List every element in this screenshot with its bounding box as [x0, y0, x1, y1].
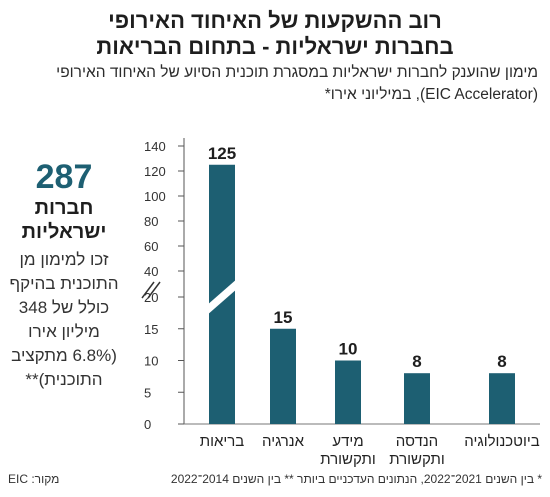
- bar-break-gap: [206, 278, 238, 316]
- side-text-line: כולל של 348: [18, 298, 110, 317]
- bar-value-label: 8: [497, 352, 506, 371]
- side-text-line: (6.8% מתקציב: [11, 346, 117, 365]
- bar-value-label: 125: [208, 144, 236, 163]
- side-description: זכו למימון מן התוכנית בהיקף כולל של 348 …: [4, 248, 124, 392]
- y-tick-label: 80: [144, 214, 158, 229]
- y-tick-label: 60: [144, 239, 158, 254]
- side-text-line: מיליון אירו: [28, 322, 100, 341]
- y-tick-label: 100: [144, 189, 166, 204]
- axis-break-mark: [141, 281, 155, 299]
- category-label: ותקשורת: [389, 451, 445, 468]
- category-label: ביוטכנולוגיה: [464, 433, 539, 450]
- bar: [270, 328, 296, 424]
- axis-break-mark: [147, 281, 161, 299]
- y-tick-label: 5: [144, 385, 151, 400]
- bar-value-label: 10: [339, 340, 358, 359]
- side-bold-line-1: חברות: [34, 197, 94, 219]
- side-text-line: זכו למימון מן: [19, 250, 109, 269]
- companies-count: 287: [35, 158, 93, 196]
- y-tick-label: 0: [144, 417, 151, 432]
- bar-value-label: 8: [412, 352, 421, 371]
- side-panel: 287 חברות ישראליות זכו למימון מן התוכנית…: [4, 158, 124, 392]
- y-tick-label: 20: [144, 290, 158, 305]
- category-label: אנרגיה: [262, 433, 305, 450]
- chart-title: רוב ההשקעות של האיחוד האירופי בחברות ישר…: [0, 8, 550, 60]
- source-note: מקור: EIC: [8, 472, 60, 486]
- bar: [335, 360, 361, 424]
- y-tick-label: 15: [144, 322, 158, 337]
- category-label: הנדסה: [396, 433, 438, 450]
- subtitle-line-1: מימון שהוענק לחברות ישראליות במסגרת תוכנ…: [56, 64, 538, 81]
- subtitle-line-2: (EIC Accelerator), במיליוני אירו*: [324, 86, 538, 103]
- title-line-2: בחברות ישראליות - בתחום הבריאות: [96, 34, 454, 59]
- category-label: מידע: [332, 433, 363, 450]
- y-tick-label: 40: [144, 264, 158, 279]
- chart-subtitle: מימון שהוענק לחברות ישראליות במסגרת תוכנ…: [0, 62, 538, 106]
- y-tick-label: 140: [144, 139, 166, 154]
- category-label: בריאות: [200, 433, 245, 450]
- side-text-line: התוכנית בהיקף: [9, 274, 119, 293]
- bar-value-label: 15: [274, 308, 293, 327]
- category-label: ותקשורת: [320, 451, 376, 468]
- footnote: * בין השנים 2021־2022, הנתונים העדכניים …: [170, 472, 542, 486]
- bar: [489, 373, 515, 424]
- y-tick-label: 120: [144, 164, 166, 179]
- side-bold-line-2: ישראליות: [21, 221, 107, 243]
- title-line-1: רוב ההשקעות של האיחוד האירופי: [108, 8, 442, 33]
- side-text-line: התוכנית)**: [25, 370, 103, 389]
- bar: [404, 373, 430, 424]
- y-tick-label: 10: [144, 354, 158, 369]
